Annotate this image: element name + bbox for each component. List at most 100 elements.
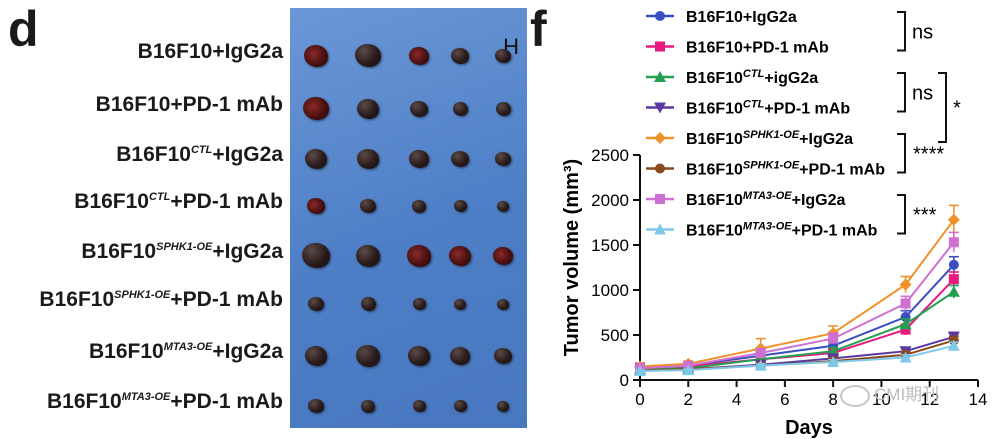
data-point [755, 348, 766, 358]
x-tick-label: 4 [732, 390, 741, 409]
legend-label-suffix: +igG2a [764, 70, 818, 87]
tumor-sample [308, 296, 324, 311]
row-label-base: B16F10 [46, 390, 122, 413]
legend-entry: B16F10SPHK1-OE+PD-1 mAb [646, 160, 885, 179]
tumor-sample [305, 149, 327, 170]
data-point [899, 351, 912, 363]
legend-label: B16F10SPHK1-OE+PD-1 mAb [686, 160, 885, 179]
bracket-line [897, 133, 906, 174]
panel-label-d: d [8, 1, 39, 57]
row-label: B16F10+IgG2a [138, 40, 283, 64]
significance-bracket: **** [897, 133, 944, 174]
legend-label-superscript: CTL [743, 68, 765, 80]
legend-label-suffix: +IgG2a [743, 9, 797, 26]
tumor-sample [451, 47, 469, 64]
watermark: CMI期刊 [840, 380, 939, 407]
x-tick-label: 12 [920, 390, 939, 409]
y-tick-label: 0 [620, 371, 629, 390]
legend-label-base: B16F10 [686, 40, 743, 57]
data-point [948, 237, 959, 248]
legend-label-suffix: +PD-1 mAb [764, 101, 850, 118]
legend-entry: B16F10CTL+PD-1 mAb [646, 99, 850, 118]
data-point [947, 339, 960, 351]
legend-entry: B16F10SPHK1-OE+IgG2a [646, 129, 853, 148]
row-label-superscript: CTL [190, 144, 213, 156]
tumor-sample [453, 400, 467, 413]
data-point [900, 298, 911, 309]
tumor-sample [495, 151, 511, 166]
legend-entry: B16F10+IgG2a [646, 9, 797, 26]
legend-entry: B16F10CTL+igG2a [646, 68, 818, 87]
data-point [948, 274, 959, 285]
significance-bracket: * [938, 72, 961, 143]
data-point [828, 333, 839, 344]
tumor-sample [454, 298, 466, 310]
y-tick-label: 1500 [591, 236, 629, 255]
tumor-sample [452, 102, 468, 117]
legend-label-suffix: +PD-1 mAb [799, 162, 885, 179]
significance-bracket: *** [897, 194, 937, 235]
x-tick-label: 14 [969, 390, 988, 409]
legend-label-suffix: +IgG2a [792, 192, 846, 209]
legend-label-suffix: +PD-1 mAb [792, 223, 878, 240]
x-axis-label: Days [785, 417, 833, 439]
y-tick-label: 2000 [591, 191, 629, 210]
tumor-sample [361, 399, 375, 413]
tumor-sample [449, 246, 471, 267]
legend-label-superscript: SPHK1-OE [743, 160, 800, 172]
row-label-superscript: CTL [149, 191, 171, 203]
data-point [654, 223, 666, 235]
tumor-sample [303, 97, 329, 121]
tumor-sample [497, 298, 509, 310]
significance-label: * [953, 98, 961, 120]
tumor-sample [451, 150, 469, 167]
data-point [655, 163, 665, 174]
row-label-suffix: +IgG2a [212, 240, 283, 263]
x-tick-label: 2 [684, 390, 693, 409]
tumor-sample [412, 400, 426, 413]
row-label-base: B16F10 [116, 143, 191, 166]
row-label: B16F10CTL+IgG2a [116, 143, 283, 167]
row-label-suffix: +PD-1 mAb [170, 93, 283, 116]
row-label: B16F10CTL+PD-1 mAb [74, 190, 283, 214]
tumor-sample [410, 100, 428, 117]
row-label: B16F10SPHK1-OE+PD-1 mAb [39, 288, 283, 312]
tumor-sample [360, 297, 376, 312]
data-point [655, 11, 665, 21]
data-point [655, 194, 665, 204]
wechat-icon [840, 384, 870, 407]
legend-label: B16F10CTL+PD-1 mAb [686, 99, 850, 118]
legend-label-suffix: +PD-1 mAb [743, 40, 829, 57]
legend-label: B16F10MTA3-OE+PD-1 mAb [686, 221, 878, 240]
tumor-photo: H [290, 8, 527, 428]
legend-label-superscript: MTA3-OE [743, 190, 792, 202]
legend-label-base: B16F10 [686, 70, 743, 87]
legend-label-superscript: MTA3-OE [743, 221, 792, 233]
x-tick-label: 6 [780, 390, 789, 409]
tumor-sample [497, 200, 509, 212]
row-label-suffix: +PD-1 mAb [170, 190, 283, 213]
tumor-sample [357, 149, 379, 170]
row-label-superscript: SPHK1-OE [156, 241, 213, 253]
tumor-sample [305, 346, 327, 367]
tumor-sample [357, 99, 379, 120]
row-label-base: B16F10 [95, 93, 171, 116]
y-axis-label: Tumor volume (mm³) [561, 159, 583, 356]
tumor-sample [409, 150, 429, 168]
legend-label-base: B16F10 [686, 9, 743, 26]
data-point [654, 132, 666, 144]
tumor-sample [450, 347, 470, 365]
tumor-sample [494, 347, 512, 364]
x-tick-label: 10 [872, 390, 891, 409]
legend-label-base: B16F10 [686, 192, 743, 209]
significance-bracket: ns [897, 11, 933, 52]
data-point [682, 364, 695, 376]
x-tick-label: 8 [828, 390, 837, 409]
tumor-sample [356, 245, 380, 268]
tumor-sample [407, 245, 431, 268]
tumor-sample [495, 102, 511, 117]
row-label: B16F10+PD-1 mAb [96, 93, 283, 117]
row-label-suffix: +IgG2a [212, 143, 283, 166]
row-label-base: B16F10 [39, 288, 115, 311]
significance-label: ns [912, 82, 933, 104]
